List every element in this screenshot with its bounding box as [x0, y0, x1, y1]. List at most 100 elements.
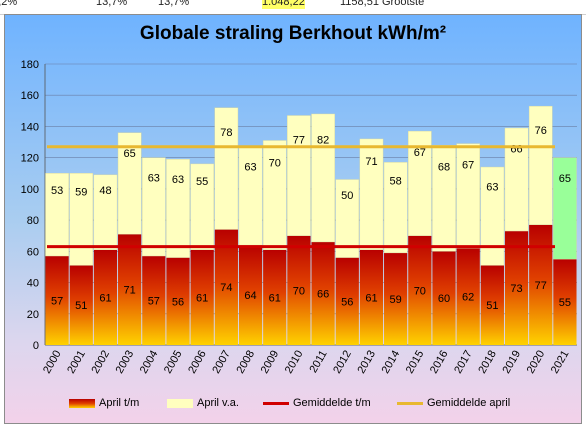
x-tick-label: 2006 — [186, 349, 209, 376]
x-tick-label: 2019 — [501, 349, 524, 376]
x-tick-label: 2012 — [331, 349, 354, 376]
bar-april-va — [93, 174, 118, 250]
x-tick-label: 2013 — [355, 349, 378, 376]
data-label-april-va: 58 — [390, 175, 402, 187]
x-tick-label: 2004 — [138, 349, 161, 376]
bar-april-va — [359, 138, 384, 250]
bar-april-tm — [93, 249, 118, 345]
data-label-april-va: 59 — [75, 187, 87, 199]
data-label-april-va: 65 — [559, 173, 571, 185]
data-label-april-va: 67 — [414, 147, 426, 159]
x-tick-label: 2008 — [235, 349, 258, 376]
y-tick-label: 160 — [21, 90, 39, 102]
data-label-april-va: 63 — [244, 161, 256, 173]
data-label-april-tm: 55 — [559, 297, 571, 309]
chart-area[interactable]: Globale straling Berkhout kWh/m² 0 20 40 60… — [4, 14, 582, 424]
sheet-cell[interactable]: 13,7% — [96, 0, 128, 8]
bar-april-tm — [142, 256, 166, 345]
x-tick-label: 2007 — [210, 349, 233, 376]
data-label-april-va: 78 — [220, 127, 232, 139]
x-tick-label: 2021 — [549, 349, 572, 376]
data-label-april-tm: 70 — [414, 285, 426, 297]
x-tick-label: 2000 — [41, 349, 64, 376]
x-tick-label: 2017 — [452, 349, 475, 376]
bar-april-va — [480, 166, 505, 266]
bar-april-va — [553, 157, 577, 260]
bar-april-tm — [166, 257, 190, 345]
y-tick-label: 140 — [21, 121, 39, 133]
bar-april-tm — [335, 257, 359, 345]
bar-april-tm — [69, 265, 93, 345]
data-label-april-va: 68 — [438, 161, 450, 173]
bar-april-va — [311, 113, 335, 243]
legend-label: Gemiddelde t/m — [293, 397, 371, 409]
legend-label: April t/m — [99, 397, 140, 409]
data-label-april-tm: 66 — [317, 288, 329, 300]
x-tick-label: 2014 — [380, 349, 403, 376]
x-tick-label: 2020 — [525, 349, 548, 376]
x-tick-label: 2015 — [404, 349, 427, 376]
data-label-april-va: 77 — [293, 135, 305, 147]
y-tick-label: 120 — [21, 153, 39, 165]
x-tick-label: 2018 — [476, 349, 499, 376]
data-label-april-va: 71 — [365, 156, 377, 168]
data-label-april-va: 50 — [341, 190, 353, 202]
x-tick-label: 2005 — [162, 349, 185, 376]
data-label-april-tm: 71 — [124, 285, 136, 297]
data-label-april-tm: 57 — [148, 296, 160, 308]
data-label-april-tm: 64 — [244, 290, 256, 302]
bar-april-va — [190, 163, 214, 250]
bar-april-va — [45, 173, 69, 257]
data-label-april-tm: 73 — [510, 283, 522, 295]
bar-april-tm — [45, 256, 69, 345]
bar-april-tm — [408, 235, 432, 345]
data-label-april-tm: 74 — [220, 282, 232, 294]
data-label-april-tm: 62 — [462, 292, 474, 304]
data-label-april-va: 63 — [148, 172, 160, 184]
legend-label: Gemiddelde april — [427, 397, 511, 409]
x-tick-label: 2010 — [283, 349, 306, 376]
data-label-april-tm: 61 — [99, 292, 111, 304]
bar-april-tm — [118, 234, 142, 345]
x-tick-label: 2016 — [428, 349, 451, 376]
bar-april-va — [504, 127, 529, 232]
legend-swatch — [69, 398, 95, 408]
sheet-cell[interactable]: 13,7% — [158, 0, 190, 8]
bar-april-tm — [504, 231, 529, 345]
bar-april-va — [456, 143, 480, 249]
bar-april-tm — [238, 245, 263, 345]
sheet-cell[interactable]: 17,2% — [0, 0, 18, 8]
bar-april-tm — [529, 224, 553, 345]
bar-april-tm — [190, 249, 214, 345]
bar-april-va — [432, 144, 456, 252]
sheet-cell[interactable]: 1158,51 Grootste — [340, 0, 425, 8]
y-tick-label: 100 — [21, 184, 39, 196]
data-label-april-va: 63 — [172, 174, 184, 186]
legend-swatch — [263, 401, 289, 405]
y-tick-label: 20 — [27, 309, 39, 321]
bar-april-va — [214, 107, 239, 230]
data-label-april-tm: 77 — [535, 280, 547, 292]
legend-item-april-va: April v.a. — [167, 397, 239, 409]
bar-april-va — [383, 162, 408, 254]
bar-april-tm — [456, 248, 480, 345]
data-label-april-tm: 56 — [172, 296, 184, 308]
spreadsheet-row-strip: 17,2% 13,7% 13,7% 1.048,22 1158,51 Groot… — [0, 0, 586, 15]
data-label-april-tm: 59 — [390, 294, 402, 306]
legend-label: April v.a. — [197, 397, 239, 409]
x-tick-label: 2001 — [65, 349, 88, 376]
chart-plot: 0 20 40 60 80 100 120 140 160 180 57 53 2000 51 59 2001… — [21, 59, 577, 376]
chart-title: Globale straling Berkhout kWh/m² — [139, 23, 447, 44]
bar-april-tm — [432, 251, 456, 345]
sheet-cell-highlighted[interactable]: 1.048,22 — [262, 0, 305, 9]
x-tick-label: 2003 — [114, 349, 137, 376]
legend-item-april-tm: April t/m — [69, 397, 139, 409]
y-tick-label: 180 — [21, 59, 39, 71]
bar-april-va — [166, 159, 190, 258]
data-label-april-va: 76 — [535, 125, 547, 137]
y-tick-label: 40 — [27, 278, 39, 290]
legend-item-gemiddelde-tm: Gemiddelde t/m — [263, 397, 371, 409]
bar-april-va — [69, 173, 94, 266]
bar-april-tm — [480, 265, 504, 345]
data-label-april-tm: 57 — [51, 296, 63, 308]
